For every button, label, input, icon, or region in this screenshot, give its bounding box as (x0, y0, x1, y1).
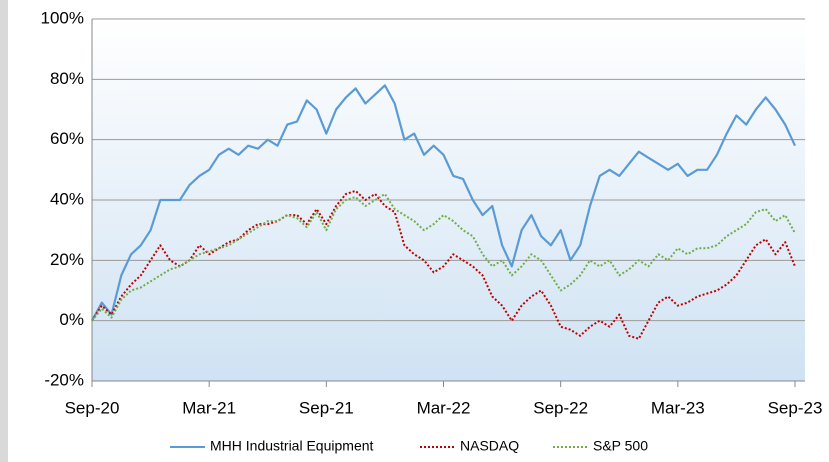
x-tick-label: Mar-22 (417, 398, 471, 417)
legend-label: S&P 500 (593, 438, 648, 454)
x-tick-label: Sep-20 (65, 398, 120, 417)
side-strip (0, 0, 8, 462)
series-line (91, 189, 796, 340)
x-tick-label: Mar-21 (182, 398, 236, 417)
y-tick-label: -20% (44, 370, 84, 389)
y-tick-label: 20% (50, 250, 84, 269)
y-tick-label: 100% (41, 8, 84, 27)
x-tick-label: Sep-21 (299, 398, 354, 417)
x-tick-label: Mar-23 (651, 398, 705, 417)
y-tick-label: 60% (50, 129, 84, 148)
y-tick-label: 0% (59, 310, 84, 329)
x-tick-label: Sep-23 (768, 398, 823, 417)
legend-label: MHH Industrial Equipment (210, 438, 374, 454)
series-line (91, 84, 796, 322)
x-tick-label: Sep-22 (533, 398, 588, 417)
y-tick-label: 80% (50, 69, 84, 88)
y-tick-label: 40% (50, 189, 84, 208)
legend-label: NASDAQ (460, 438, 519, 454)
